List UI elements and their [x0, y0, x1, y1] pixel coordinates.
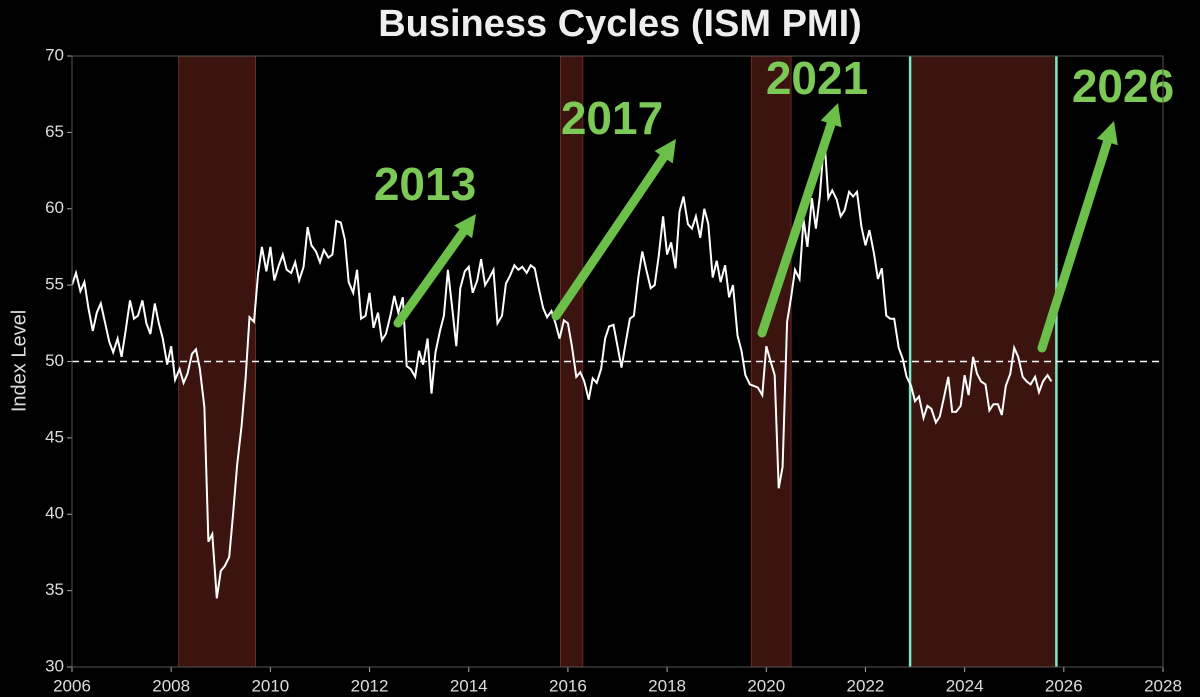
arrow-shaft	[757, 119, 836, 338]
y-tick-label: 60	[45, 198, 64, 217]
annotation: 2021	[766, 52, 868, 104]
x-tick-label: 2026	[1045, 676, 1083, 695]
y-tick-label: 35	[45, 580, 64, 599]
x-tick-label: 2022	[847, 676, 885, 695]
shaded-period	[909, 55, 1057, 668]
y-tick-label: 70	[45, 45, 64, 64]
x-tick-label: 2010	[251, 676, 289, 695]
arrow-shaft	[1037, 137, 1112, 353]
arrow-head	[820, 103, 842, 128]
x-tick-label: 2016	[549, 676, 587, 695]
arrow-shaft	[551, 152, 669, 321]
annotation: 2013	[374, 158, 476, 210]
y-tick-label: 40	[45, 504, 64, 523]
y-tick-label: 65	[45, 122, 64, 141]
y-axis-label: Index Level	[8, 310, 30, 412]
x-tick-label: 2008	[152, 676, 190, 695]
x-tick-label: 2014	[450, 676, 488, 695]
arrow-head	[1096, 121, 1118, 146]
y-tick-label: 30	[45, 656, 64, 675]
y-tick-label: 50	[45, 351, 64, 370]
arrow-shaft	[393, 227, 468, 328]
annotation: 2017	[561, 92, 663, 144]
annotation: 2026	[1072, 60, 1174, 112]
x-tick-label: 2018	[648, 676, 686, 695]
y-tick-label: 55	[45, 275, 64, 294]
y-tick-label: 45	[45, 427, 64, 446]
x-tick-label: 2006	[53, 676, 91, 695]
pmi-line	[71, 136, 1053, 599]
x-tick-label: 2028	[1144, 676, 1182, 695]
plot-area: 30 35 40 45 50 55 60 65 70 2006 2008 2010 2012 2014 20…	[45, 45, 1182, 695]
chart-title: Business Cycles (ISM PMI)	[378, 3, 862, 45]
arrow-head	[654, 139, 676, 164]
x-tick-label: 2012	[351, 676, 389, 695]
arrow-head	[454, 214, 476, 239]
x-tick-label: 2020	[747, 676, 785, 695]
plot-frame	[71, 55, 1164, 668]
x-tick-label: 2024	[946, 676, 984, 695]
